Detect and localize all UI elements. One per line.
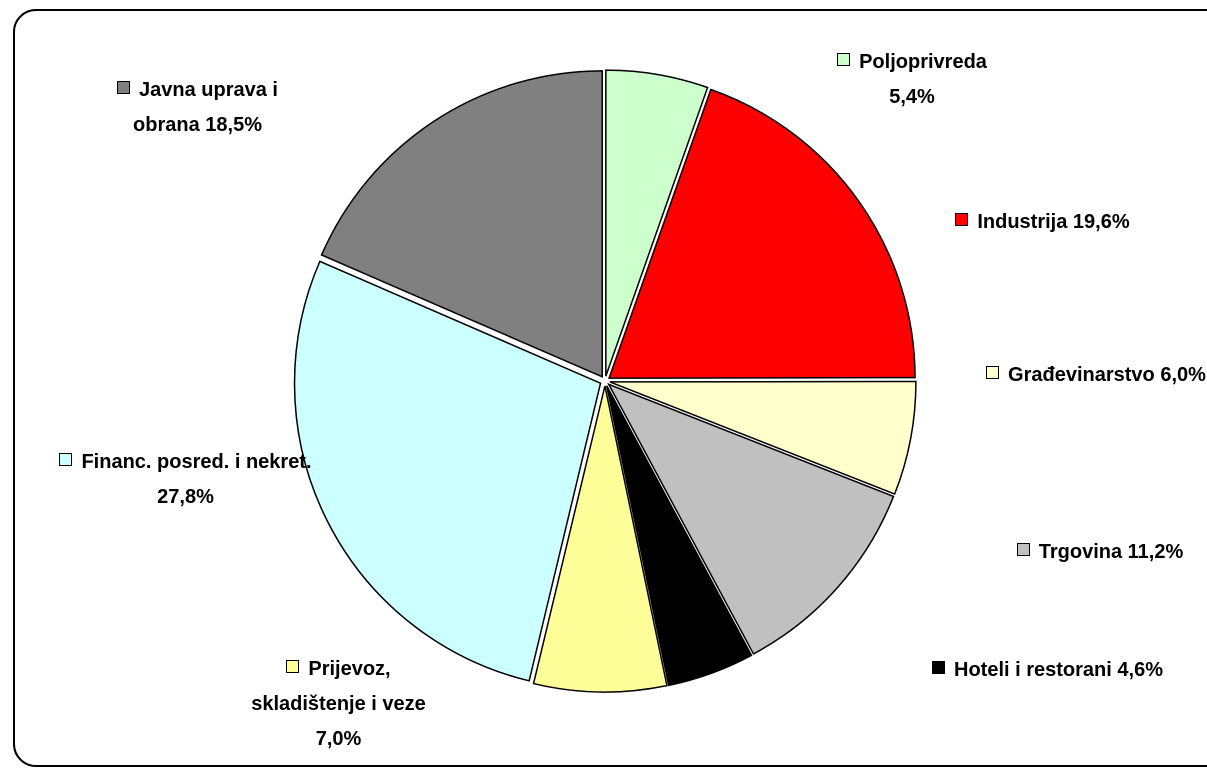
legend-swatch [59,453,73,466]
category-label: Hoteli i restorani [954,659,1112,681]
data-label: Trgovina 11,2% [975,535,1207,570]
data-label: Građevinarstvo 6,0% [985,358,1207,393]
legend-swatch [286,660,300,673]
category-label: Prijevoz, skladištenje i veze [251,658,426,715]
category-label: Javna uprava i obrana [133,79,278,136]
data-label: Javna uprava i obrana 18,5% [85,73,310,143]
category-label: Trgovina [1038,541,1123,563]
data-label: Poljoprivreda 5,4% [812,45,1012,115]
value-label: 6,0% [1160,364,1206,386]
pie-slice [293,260,602,682]
category-label: Industrija [977,211,1068,233]
pie-slice [605,69,709,377]
pie-slice [609,380,917,495]
pie-slice [532,385,668,693]
data-label: Financ. posred. i nekret. 27,8% [58,445,313,515]
pie-slice [608,88,916,379]
value-label: 4,6% [1117,659,1163,681]
data-label: Industrija 19,6% [915,205,1170,240]
pie-slice [607,382,895,655]
value-label: 19,6% [1072,211,1130,233]
legend-swatch [932,661,946,674]
pie-slice [320,70,604,378]
value-label: 7,0% [315,728,362,750]
legend-swatch [955,213,969,226]
category-label: Građevinarstvo [1008,364,1155,386]
value-label: 5,4% [889,86,935,108]
legend-swatch [986,366,1000,379]
data-label: Hoteli i restorani 4,6% [925,653,1170,688]
data-label: Prijevoz, skladištenje i veze 7,0% [246,652,431,757]
legend-swatch [837,53,851,66]
legend-swatch [117,81,131,94]
pie-slice [605,385,753,687]
value-label: 27,8% [157,486,214,508]
value-label: 11,2% [1127,541,1184,563]
value-label: 18,5% [205,114,262,136]
legend-swatch [1016,543,1030,556]
category-label: Financ. posred. i nekret. [81,451,312,473]
category-label: Poljoprivreda [859,51,987,73]
